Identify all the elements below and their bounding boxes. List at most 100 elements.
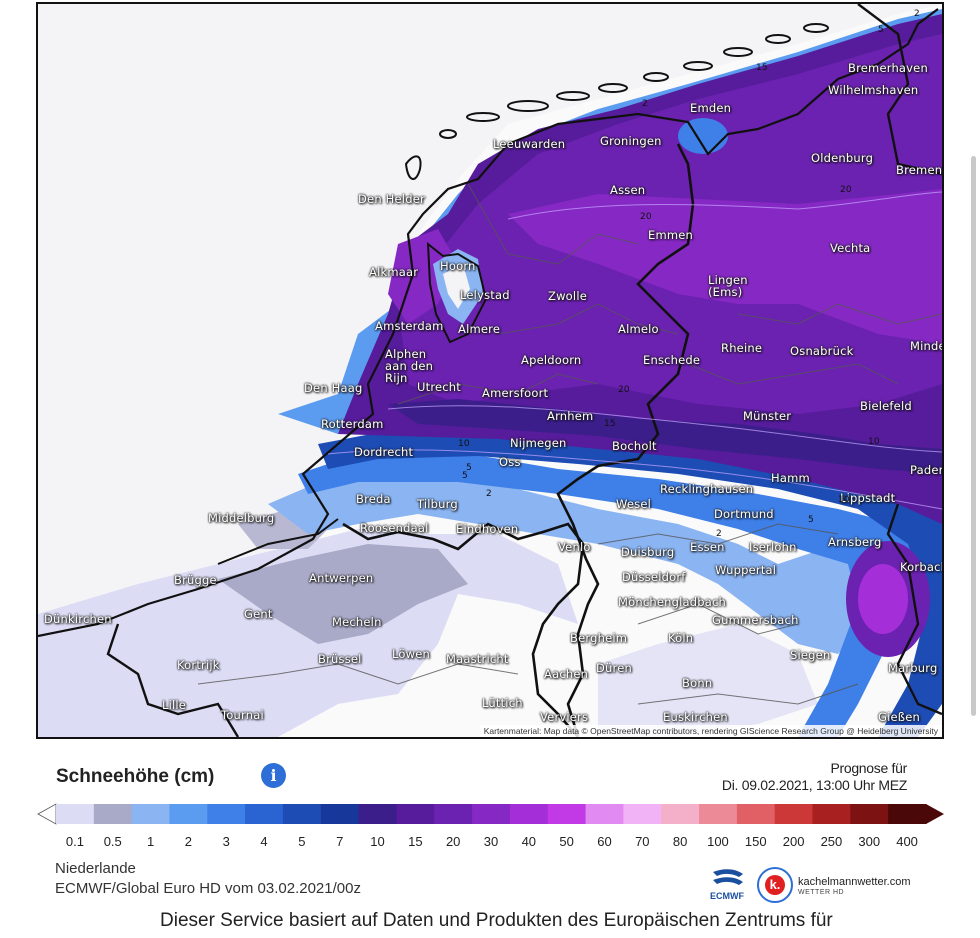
color-scale-swatch (736, 804, 776, 824)
city-label: Enschede (643, 353, 701, 367)
kachelmann-logo[interactable]: k. (757, 867, 793, 903)
color-scale-swatch (56, 804, 95, 824)
city-label: Venlo (558, 540, 591, 554)
city-label: Wilhelmshaven (828, 83, 919, 97)
color-scale-swatch (623, 804, 662, 824)
city-label: Apeldoorn (521, 353, 582, 367)
city-label: Brügge (174, 573, 217, 587)
color-scale-tick: 400 (896, 834, 918, 849)
color-scale-swatch (358, 804, 397, 824)
info-icon[interactable]: i (261, 763, 286, 788)
color-scale-swatch (434, 804, 473, 824)
city-label: Marburg (888, 661, 938, 675)
city-label: Antwerpen (309, 571, 374, 585)
color-scale-swatch (282, 804, 322, 824)
city-label: Roosendaal (360, 521, 429, 535)
city-label: Arnhem (547, 409, 594, 423)
city-label: Wuppertal (715, 563, 777, 577)
color-scale-tick: 2 (184, 834, 193, 849)
color-scale-tick: 0.1 (65, 834, 84, 849)
city-label: Almelo (618, 322, 659, 336)
contour-label: 5 (808, 515, 814, 525)
city-label: Münster (743, 409, 792, 423)
legend-title: Schneehöhe (cm) (56, 766, 215, 787)
color-scale-tick: 5 (298, 834, 306, 849)
color-scale-swatch (207, 804, 246, 824)
kachelmann-name[interactable]: kachelmannwetter.com (798, 876, 911, 888)
city-label: Düren (596, 661, 632, 675)
color-scale-swatch (131, 804, 170, 824)
color-scale-tick: 10 (370, 834, 385, 849)
region-label: Niederlande (55, 860, 136, 877)
color-scale-swatch (245, 804, 284, 824)
city-label: Lelystad (460, 288, 510, 302)
kachelmann-logo-badge: k. (765, 875, 785, 895)
contour-label: 2 (716, 529, 722, 539)
color-scale-tick: 80 (672, 834, 688, 849)
contour-label: 15 (756, 63, 768, 73)
contour-label: 5 (466, 463, 472, 473)
city-label: Gent (244, 607, 273, 621)
color-scale-tick: 15 (408, 834, 423, 849)
city-label: Osnabrück (790, 344, 854, 358)
city-label: Emmen (648, 228, 694, 242)
city-label: Lippstadt (840, 491, 896, 505)
color-scale-min-arrow (37, 803, 57, 825)
city-label: Recklinghausen (660, 482, 754, 496)
scrollbar[interactable] (971, 156, 976, 716)
city-label: Mönchengladbach (618, 595, 727, 609)
city-label: Verviers (540, 710, 589, 724)
city-label: Oldenburg (811, 151, 874, 165)
contour-label: 15 (604, 419, 616, 429)
city-label: Bocholt (612, 439, 657, 453)
contour-label: 20 (640, 212, 652, 222)
city-label: Gießen (878, 710, 920, 724)
ecmwf-logo-text: ECMWF (710, 891, 744, 901)
color-scale (37, 803, 944, 825)
color-scale-tick: 20 (445, 834, 461, 849)
city-label: Hoorn (440, 259, 476, 273)
city-label: Vechta (830, 241, 871, 255)
city-label: Emden (690, 101, 732, 115)
city-label: Alkmaar (369, 265, 419, 279)
color-scale-tick: 300 (858, 834, 881, 849)
ecmwf-logo[interactable]: ECMWF (705, 868, 749, 902)
color-scale-swatch (888, 804, 927, 824)
color-scale-swatch (547, 804, 587, 824)
city-label: Utrecht (417, 380, 461, 394)
city-label: Leeuwarden (493, 137, 566, 151)
color-scale-tick: 30 (483, 834, 499, 849)
kachelmann-sub: WETTER HD (798, 889, 845, 896)
color-scale-swatch (169, 804, 208, 824)
contour-label: 20 (618, 385, 630, 395)
city-label: Amsterdam (375, 319, 444, 333)
city-label: Oss (499, 455, 521, 469)
color-scale-swatch (320, 804, 360, 824)
city-label: Almere (458, 322, 501, 336)
city-label: Iserlohn (749, 540, 797, 554)
city-label: Aachen (544, 667, 589, 681)
city-label: Bremen (896, 163, 943, 177)
city-label: Essen (690, 540, 725, 554)
color-scale-tick: 250 (820, 834, 843, 849)
snow-depth-map[interactable]: Bremerhaven Wilhelmshaven Emden Oldenburg Br… (36, 2, 944, 739)
color-scale-tick: 70 (635, 834, 650, 849)
color-scale-swatch (661, 804, 700, 824)
city-label: Köln (668, 631, 694, 645)
city-label: Bremerhaven (848, 61, 928, 75)
city-label: Minden (910, 339, 942, 353)
contour-label: 20 (840, 185, 852, 195)
color-scale-tick: 40 (521, 834, 537, 849)
color-scale-swatch (585, 804, 624, 824)
city-label: Paderborn (910, 463, 944, 477)
color-scale-swatch (509, 804, 549, 824)
city-label: Eindhoven (456, 522, 519, 536)
city-label: Alphen aan den Rijn (385, 347, 434, 385)
city-label: Middelburg (208, 511, 275, 525)
color-scale-tick: 0.5 (103, 834, 122, 849)
city-label: Breda (356, 492, 391, 506)
color-scale-swatch (93, 804, 133, 824)
city-label: Den Haag (304, 381, 363, 395)
city-label: Gummersbach (712, 613, 799, 627)
contour-label: 10 (868, 437, 880, 447)
